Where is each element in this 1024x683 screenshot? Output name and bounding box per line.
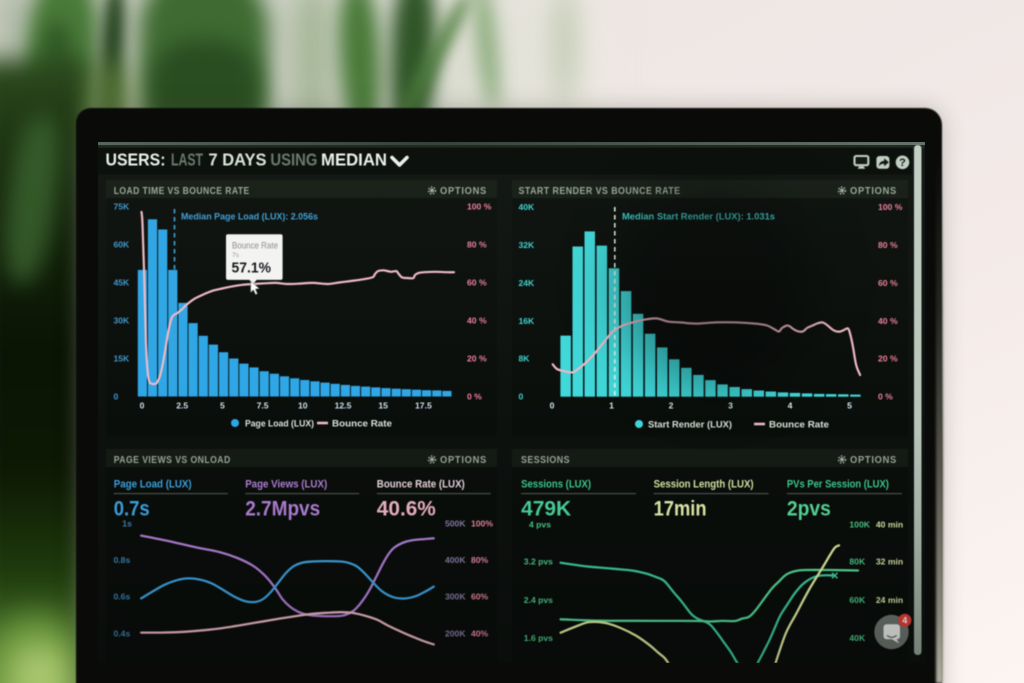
- svg-text:4: 4: [902, 616, 907, 626]
- svg-text:400K: 400K: [445, 555, 466, 565]
- svg-text:USING: USING: [270, 150, 317, 170]
- svg-text:100 %: 100 %: [467, 202, 492, 212]
- svg-text:80 %: 80 %: [878, 240, 898, 250]
- svg-text:0.6s: 0.6s: [114, 592, 131, 602]
- svg-text:15: 15: [378, 401, 388, 411]
- svg-text:12.5: 12.5: [335, 401, 352, 411]
- svg-text:500K: 500K: [445, 519, 466, 529]
- svg-text:60 %: 60 %: [878, 278, 898, 288]
- svg-text:Page Load (LUX): Page Load (LUX): [245, 419, 314, 430]
- svg-text:Page Views (LUX): Page Views (LUX): [245, 479, 327, 491]
- svg-text:57.1%: 57.1%: [232, 260, 272, 277]
- svg-text:100 %: 100 %: [878, 202, 903, 212]
- svg-text:7.5: 7.5: [257, 401, 269, 411]
- svg-text:60K: 60K: [849, 595, 866, 605]
- svg-text:0: 0: [550, 401, 555, 411]
- svg-text:20 %: 20 %: [878, 354, 898, 364]
- svg-text:15K: 15K: [114, 354, 131, 364]
- svg-text:80%: 80%: [471, 555, 489, 565]
- svg-text:Bounce Rate (LUX): Bounce Rate (LUX): [377, 479, 465, 491]
- svg-text:60%: 60%: [471, 592, 489, 602]
- svg-text:1: 1: [609, 401, 614, 411]
- svg-text:32K: 32K: [519, 240, 536, 250]
- svg-text:2: 2: [669, 401, 674, 411]
- svg-text:5: 5: [847, 401, 852, 411]
- svg-text:0 %: 0 %: [878, 392, 893, 402]
- svg-text:0.4s: 0.4s: [114, 628, 131, 638]
- svg-text:3.2 pvs: 3.2 pvs: [524, 557, 553, 567]
- svg-text:10: 10: [298, 401, 308, 411]
- svg-text:Bounce Rate: Bounce Rate: [332, 419, 392, 430]
- svg-text:Median Page Load (LUX): 2.056s: Median Page Load (LUX): 2.056s: [181, 212, 318, 222]
- svg-text:24 min: 24 min: [876, 595, 903, 605]
- svg-text:100%: 100%: [471, 519, 493, 529]
- svg-text:2.7Mpvs: 2.7Mpvs: [245, 498, 320, 521]
- svg-text:40 %: 40 %: [878, 316, 898, 326]
- svg-text:Start Render (LUX): Start Render (LUX): [648, 420, 732, 431]
- svg-text:Bounce Rate: Bounce Rate: [232, 241, 278, 251]
- svg-text:MEDIAN: MEDIAN: [321, 150, 387, 170]
- svg-text:USERS:: USERS:: [106, 150, 166, 170]
- svg-text:LAST: LAST: [171, 150, 203, 170]
- svg-text:200K: 200K: [445, 628, 466, 638]
- svg-text:OPTIONS: OPTIONS: [440, 455, 487, 466]
- svg-text:Median Start Render (LUX): 1.0: Median Start Render (LUX): 1.031s: [622, 212, 775, 222]
- svg-text:40%: 40%: [471, 628, 489, 638]
- svg-text:0 %: 0 %: [467, 392, 482, 402]
- svg-text:80K: 80K: [849, 557, 866, 567]
- svg-text:7 DAYS: 7 DAYS: [209, 150, 267, 170]
- svg-text:SESSIONS: SESSIONS: [521, 455, 570, 466]
- svg-text:40K: 40K: [519, 202, 536, 212]
- svg-text:Page Load (LUX): Page Load (LUX): [114, 479, 192, 491]
- svg-text:40 %: 40 %: [467, 316, 487, 326]
- svg-text:300K: 300K: [445, 592, 466, 602]
- svg-text:0.7s: 0.7s: [114, 498, 150, 521]
- svg-text:OPTIONS: OPTIONS: [850, 186, 897, 197]
- svg-text:1s: 1s: [122, 519, 132, 529]
- svg-text:0: 0: [140, 401, 145, 411]
- svg-text:479K: 479K: [521, 498, 571, 521]
- svg-text:Session Length (LUX): Session Length (LUX): [654, 479, 754, 491]
- svg-text:20 %: 20 %: [467, 354, 487, 364]
- svg-text:32 min: 32 min: [876, 557, 903, 567]
- svg-text:4 pvs: 4 pvs: [529, 519, 551, 529]
- svg-text:17.5: 17.5: [415, 401, 432, 411]
- svg-text:4: 4: [788, 401, 793, 411]
- svg-text:30K: 30K: [114, 316, 131, 326]
- svg-text:OPTIONS: OPTIONS: [850, 455, 897, 466]
- svg-text:17min: 17min: [654, 498, 707, 521]
- svg-text:8K: 8K: [519, 354, 531, 364]
- svg-text:LOAD TIME VS BOUNCE RATE: LOAD TIME VS BOUNCE RATE: [114, 186, 250, 197]
- svg-text:80 %: 80 %: [467, 240, 487, 250]
- svg-text:16K: 16K: [519, 316, 536, 326]
- svg-text:2.4 pvs: 2.4 pvs: [524, 595, 553, 605]
- svg-text:40K: 40K: [849, 633, 866, 643]
- svg-text:Bounce Rate: Bounce Rate: [769, 420, 829, 431]
- svg-text:60 %: 60 %: [467, 278, 487, 288]
- svg-text:?: ?: [899, 157, 906, 169]
- svg-text:0: 0: [114, 392, 119, 402]
- svg-text:PAGE VIEWS VS ONLOAD: PAGE VIEWS VS ONLOAD: [114, 455, 231, 466]
- svg-text:2.5: 2.5: [176, 401, 188, 411]
- svg-text:0: 0: [519, 392, 524, 402]
- svg-text:40 min: 40 min: [876, 519, 903, 529]
- svg-text:5: 5: [220, 401, 225, 411]
- svg-text:OPTIONS: OPTIONS: [440, 186, 487, 197]
- svg-text:75K: 75K: [114, 202, 131, 212]
- svg-text:1.6 pvs: 1.6 pvs: [524, 633, 553, 643]
- svg-text:100K: 100K: [849, 519, 870, 529]
- svg-text:40.6%: 40.6%: [377, 498, 436, 521]
- svg-text:24K: 24K: [519, 278, 536, 288]
- svg-text:45K: 45K: [114, 278, 131, 288]
- svg-text:7s: 7s: [232, 252, 240, 259]
- svg-text:2pvs: 2pvs: [787, 498, 831, 521]
- svg-text:PVs Per Session (LUX): PVs Per Session (LUX): [787, 479, 889, 491]
- svg-text:0.8s: 0.8s: [114, 555, 131, 565]
- svg-text:START RENDER VS BOUNCE RATE: START RENDER VS BOUNCE RATE: [519, 186, 681, 197]
- svg-text:Sessions (LUX): Sessions (LUX): [521, 479, 591, 491]
- svg-text:60K: 60K: [114, 240, 131, 250]
- svg-text:3: 3: [728, 401, 733, 411]
